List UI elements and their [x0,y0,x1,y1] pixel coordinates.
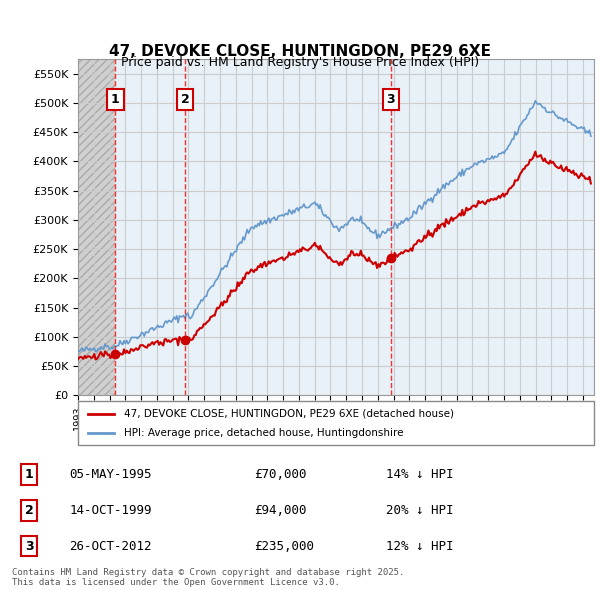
Text: 2: 2 [181,93,190,106]
Text: £235,000: £235,000 [254,540,314,553]
Text: 14% ↓ HPI: 14% ↓ HPI [386,468,454,481]
Bar [78,59,115,395]
Text: 3: 3 [386,93,395,106]
Text: 1: 1 [25,468,34,481]
Text: 2: 2 [25,504,34,517]
Text: Price paid vs. HM Land Registry's House Price Index (HPI): Price paid vs. HM Land Registry's House … [121,56,479,69]
Text: 14-OCT-1999: 14-OCT-1999 [70,504,152,517]
Text: £70,000: £70,000 [254,468,307,481]
Text: HPI: Average price, detached house, Huntingdonshire: HPI: Average price, detached house, Hunt… [124,428,404,438]
Text: Contains HM Land Registry data © Crown copyright and database right 2025.
This d: Contains HM Land Registry data © Crown c… [12,568,404,587]
Text: 47, DEVOKE CLOSE, HUNTINGDON, PE29 6XE (detached house): 47, DEVOKE CLOSE, HUNTINGDON, PE29 6XE (… [124,409,454,418]
Text: 3: 3 [25,540,34,553]
Text: 12% ↓ HPI: 12% ↓ HPI [386,540,454,553]
Text: £94,000: £94,000 [254,504,307,517]
Text: 05-MAY-1995: 05-MAY-1995 [70,468,152,481]
Text: 1: 1 [111,93,120,106]
Text: 47, DEVOKE CLOSE, HUNTINGDON, PE29 6XE: 47, DEVOKE CLOSE, HUNTINGDON, PE29 6XE [109,44,491,59]
Text: 20% ↓ HPI: 20% ↓ HPI [386,504,454,517]
FancyBboxPatch shape [78,401,594,445]
Text: 26-OCT-2012: 26-OCT-2012 [70,540,152,553]
